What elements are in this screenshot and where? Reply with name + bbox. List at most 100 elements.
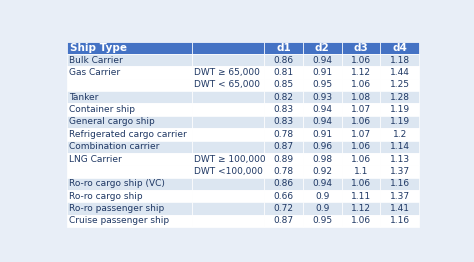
Bar — [264, 103, 303, 116]
Text: 1.06: 1.06 — [351, 80, 371, 89]
Bar — [264, 54, 303, 66]
Text: 0.87: 0.87 — [273, 142, 293, 151]
Bar — [342, 66, 381, 79]
Text: 1.07: 1.07 — [351, 105, 371, 114]
Text: 0.78: 0.78 — [273, 130, 293, 139]
Text: 1.19: 1.19 — [390, 105, 410, 114]
Text: 0.66: 0.66 — [273, 192, 293, 201]
Text: 1.13: 1.13 — [390, 155, 410, 163]
Text: Ship Type: Ship Type — [70, 43, 127, 53]
Bar — [381, 165, 419, 178]
Bar — [303, 153, 342, 165]
Text: 1.06: 1.06 — [351, 117, 371, 127]
Bar — [381, 79, 419, 91]
Bar — [66, 42, 192, 54]
Bar — [342, 54, 381, 66]
Bar — [192, 79, 264, 91]
Text: 1.2: 1.2 — [393, 130, 407, 139]
Bar — [342, 140, 381, 153]
Bar — [264, 215, 303, 227]
Text: 1.1: 1.1 — [354, 167, 368, 176]
Text: 1.25: 1.25 — [390, 80, 410, 89]
Bar — [303, 165, 342, 178]
Text: 1.19: 1.19 — [390, 117, 410, 127]
Bar — [264, 140, 303, 153]
Text: General cargo ship: General cargo ship — [69, 117, 155, 127]
Text: 0.91: 0.91 — [312, 130, 332, 139]
Bar — [303, 190, 342, 202]
Text: 1.07: 1.07 — [351, 130, 371, 139]
Text: 0.91: 0.91 — [312, 68, 332, 77]
Text: 0.9: 0.9 — [315, 204, 329, 213]
Bar — [342, 190, 381, 202]
Bar — [192, 153, 264, 165]
Text: DWT ≥ 65,000: DWT ≥ 65,000 — [194, 68, 260, 77]
Bar — [381, 103, 419, 116]
Bar — [66, 153, 192, 165]
Text: 0.86: 0.86 — [273, 56, 293, 65]
Bar — [192, 42, 264, 54]
Text: 1.41: 1.41 — [390, 204, 410, 213]
Bar — [264, 178, 303, 190]
Bar — [381, 202, 419, 215]
Text: 1.06: 1.06 — [351, 142, 371, 151]
Bar — [192, 103, 264, 116]
Bar — [264, 116, 303, 128]
Bar — [342, 79, 381, 91]
Bar — [264, 79, 303, 91]
Bar — [381, 178, 419, 190]
Text: 0.87: 0.87 — [273, 216, 293, 225]
Bar — [303, 54, 342, 66]
Text: d3: d3 — [354, 43, 368, 53]
Text: 0.96: 0.96 — [312, 142, 332, 151]
Bar — [66, 54, 192, 66]
Bar — [381, 190, 419, 202]
Bar — [381, 54, 419, 66]
Bar — [342, 165, 381, 178]
Text: LNG Carrier: LNG Carrier — [69, 155, 121, 163]
Bar — [192, 128, 264, 140]
Text: 1.14: 1.14 — [390, 142, 410, 151]
Bar — [192, 215, 264, 227]
Bar — [192, 116, 264, 128]
Bar — [264, 165, 303, 178]
Text: 1.11: 1.11 — [351, 192, 371, 201]
Bar — [303, 66, 342, 79]
Text: 1.06: 1.06 — [351, 216, 371, 225]
Text: 1.06: 1.06 — [351, 179, 371, 188]
Bar — [303, 140, 342, 153]
Bar — [381, 116, 419, 128]
Bar — [342, 202, 381, 215]
Text: 1.37: 1.37 — [390, 167, 410, 176]
Text: Refrigerated cargo carrier: Refrigerated cargo carrier — [69, 130, 187, 139]
Text: 0.92: 0.92 — [312, 167, 332, 176]
Text: DWT < 65,000: DWT < 65,000 — [194, 80, 260, 89]
Bar — [381, 128, 419, 140]
Bar — [264, 190, 303, 202]
Text: d1: d1 — [276, 43, 291, 53]
Bar — [66, 91, 192, 103]
Bar — [66, 128, 192, 140]
Bar — [192, 190, 264, 202]
Text: 1.37: 1.37 — [390, 192, 410, 201]
Bar — [264, 42, 303, 54]
Text: Cruise passenger ship: Cruise passenger ship — [69, 216, 169, 225]
Bar — [264, 66, 303, 79]
Text: 0.95: 0.95 — [312, 80, 332, 89]
Bar — [342, 91, 381, 103]
Bar — [303, 116, 342, 128]
Text: 1.08: 1.08 — [351, 93, 371, 102]
Bar — [192, 91, 264, 103]
Text: Bulk Carrier: Bulk Carrier — [69, 56, 123, 65]
Bar — [192, 178, 264, 190]
Bar — [381, 42, 419, 54]
Text: 0.89: 0.89 — [273, 155, 293, 163]
Bar — [66, 116, 192, 128]
Bar — [381, 153, 419, 165]
Text: 0.9: 0.9 — [315, 192, 329, 201]
Text: 1.12: 1.12 — [351, 68, 371, 77]
Text: Tanker: Tanker — [69, 93, 98, 102]
Bar — [192, 66, 264, 79]
Bar — [381, 91, 419, 103]
Bar — [66, 103, 192, 116]
